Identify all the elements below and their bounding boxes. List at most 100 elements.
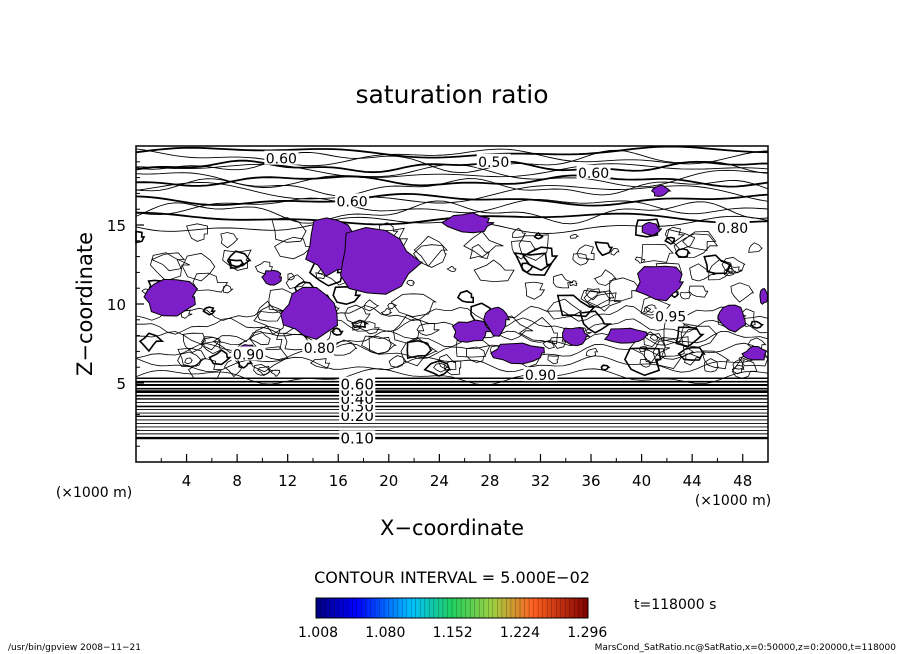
noise-contour [247, 345, 289, 373]
noise-contour [368, 335, 392, 355]
noise-contour [547, 355, 560, 365]
y-tick-label: 10 [107, 296, 126, 314]
noise-contour [248, 330, 272, 346]
contour-label: 0.60 [337, 194, 368, 210]
x-tick-label: 12 [278, 472, 297, 490]
noise-contour [680, 323, 718, 348]
noise-contour [226, 250, 252, 268]
noise-contour [177, 347, 207, 367]
noise-contour [413, 235, 448, 267]
noise-contour [186, 223, 209, 242]
y-tick-label: 5 [116, 375, 126, 393]
noise-contour [387, 302, 397, 310]
supersaturated-region [490, 342, 545, 365]
label-bg [476, 153, 511, 168]
label-bg [576, 164, 611, 179]
noise-contour [703, 254, 732, 275]
footer-left: /usr/bin/gpview 2008−11−21 [8, 643, 141, 653]
supersaturated-region [280, 286, 339, 340]
noise-contour [546, 298, 582, 320]
supersaturated-region [741, 345, 767, 361]
contour-label: 0.60 [578, 166, 609, 182]
noise-contour [643, 348, 666, 364]
noise-contour [703, 358, 719, 373]
noise-contour [465, 346, 486, 363]
x-tick-label: 16 [329, 472, 348, 490]
x-axis-ticks: 4 8 12 16 20 24 28 32 36 40 44 48 [160, 454, 752, 490]
x-tick-label: 28 [480, 472, 499, 490]
footer-right: MarsCond_SatRatio.nc@SatRatio,x=0:50000,… [595, 643, 897, 653]
upper-contour-line [135, 178, 769, 197]
label-bg [335, 193, 370, 208]
noise-contour [256, 300, 283, 322]
noise-contour [701, 350, 731, 370]
noise-contour [315, 272, 326, 280]
noise-contour [423, 360, 452, 377]
noise-contour [222, 249, 252, 271]
x-tick-label: 32 [531, 472, 550, 490]
noise-contour [512, 227, 527, 238]
supersaturated-regions [143, 184, 769, 365]
noise-contour [331, 327, 344, 336]
x-axis-unit: (×1000 m) [695, 493, 771, 509]
noise-contour [680, 291, 692, 300]
upper-contour-line [135, 174, 769, 188]
noise-contour [469, 244, 490, 260]
x-axis-label: X−coordinate [380, 516, 524, 540]
y-tick-label: 15 [107, 217, 126, 235]
mid-contour-line [135, 330, 769, 348]
x-tick-label: 40 [632, 472, 651, 490]
noise-contour [689, 263, 716, 282]
upper-contour-line [135, 148, 769, 167]
label-bg [264, 150, 299, 165]
x-tick-label: 24 [430, 472, 449, 490]
noise-contour [184, 357, 193, 365]
noise-contour [473, 259, 515, 283]
supersaturated-region [651, 184, 672, 197]
y-axis-ticks: 5 10 15 [107, 161, 144, 447]
x-tick-label: 44 [683, 472, 702, 490]
x-tick-label: 4 [182, 472, 192, 490]
contour-label: 0.80 [717, 221, 748, 237]
supersaturated-region [440, 212, 495, 234]
noise-contour [610, 247, 620, 256]
noise-contour [249, 325, 283, 351]
colorbar-stripes [320, 598, 584, 618]
label-bg [653, 308, 688, 323]
noise-contour [310, 358, 331, 369]
colorbar-tick-label: 1.152 [433, 625, 473, 641]
noise-contour [682, 231, 717, 251]
noise-contour [456, 289, 474, 304]
noise-contour [664, 236, 676, 245]
label-bg [523, 367, 558, 382]
upper-contour-line [135, 163, 769, 179]
x-tick-label: 20 [379, 472, 398, 490]
noise-contour [576, 244, 595, 261]
contour-labels: 0.100.200.300.400.500.600.60 0.500.600.60… [231, 150, 750, 447]
noise-contour [446, 265, 457, 272]
noise-contour [352, 324, 363, 331]
noise-contour [585, 347, 599, 358]
noise-contour [586, 292, 622, 312]
noise-contour [639, 359, 652, 368]
colorbar-tick-label: 1.008 [298, 625, 338, 641]
noise-contour [363, 299, 380, 312]
colorbar-tick-label: 1.080 [365, 625, 405, 641]
supersaturated-region [339, 226, 424, 295]
noise-contour [380, 307, 393, 316]
noise-contour [542, 340, 555, 350]
x-tick-label: 48 [733, 472, 752, 490]
noise-contour [731, 357, 758, 379]
supersaturated-region [635, 265, 685, 302]
upper-contour-line [135, 197, 769, 216]
noise-contour [149, 252, 190, 282]
mid-contour-line [136, 317, 769, 335]
noise-contour [552, 273, 574, 289]
noise-contour [639, 346, 649, 353]
colorbar-tick-label: 1.296 [567, 625, 607, 641]
noise-contour [212, 335, 247, 354]
noise-contour [202, 306, 217, 316]
supersaturated-region [483, 306, 511, 337]
noise-contour [674, 248, 691, 258]
noise-contour [593, 269, 617, 286]
